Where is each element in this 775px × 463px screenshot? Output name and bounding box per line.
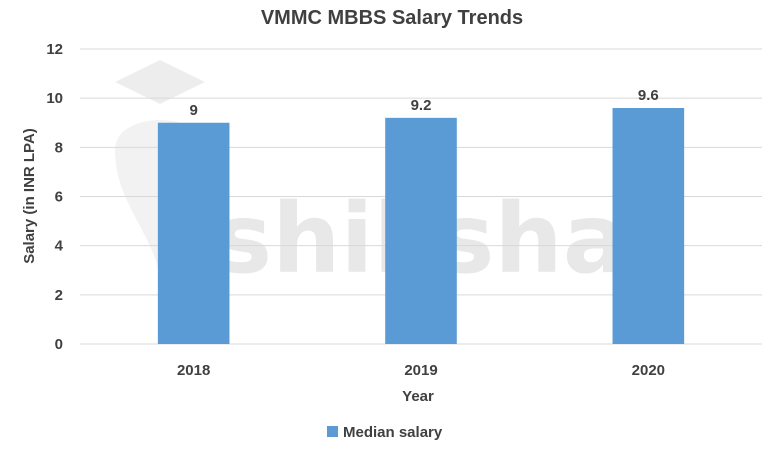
x-axis-ticks: 2018 2019 2020 bbox=[177, 362, 665, 379]
data-label-2020: 9.6 bbox=[638, 87, 659, 104]
y-tick-label: 4 bbox=[55, 238, 64, 255]
y-tick-label: 0 bbox=[55, 336, 63, 353]
chart-title: VMMC MBBS Salary Trends bbox=[261, 7, 523, 29]
y-axis-ticks: 0 2 4 6 8 10 12 bbox=[46, 41, 63, 353]
data-labels: 9 9.2 9.6 bbox=[189, 87, 658, 119]
bar-2020 bbox=[612, 108, 685, 344]
bar-2019 bbox=[385, 117, 457, 344]
y-tick-label: 12 bbox=[46, 41, 63, 58]
x-tick-label: 2018 bbox=[177, 362, 210, 379]
legend-label: Median salary bbox=[343, 424, 443, 441]
x-axis-label: Year bbox=[402, 388, 434, 405]
x-tick-label: 2019 bbox=[404, 362, 437, 379]
y-tick-label: 10 bbox=[46, 90, 63, 107]
y-tick-label: 8 bbox=[55, 139, 63, 156]
data-label-2018: 9 bbox=[189, 102, 197, 119]
y-axis-label: Salary (in INR LPA) bbox=[21, 128, 38, 264]
y-tick-label: 6 bbox=[55, 189, 63, 206]
y-tick-label: 2 bbox=[55, 287, 63, 304]
x-tick-label: 2020 bbox=[632, 362, 665, 379]
legend-swatch bbox=[327, 426, 338, 437]
data-label-2019: 9.2 bbox=[411, 97, 432, 114]
legend: Median salary bbox=[327, 424, 443, 441]
bar-2018 bbox=[157, 122, 230, 344]
bars bbox=[157, 108, 685, 344]
